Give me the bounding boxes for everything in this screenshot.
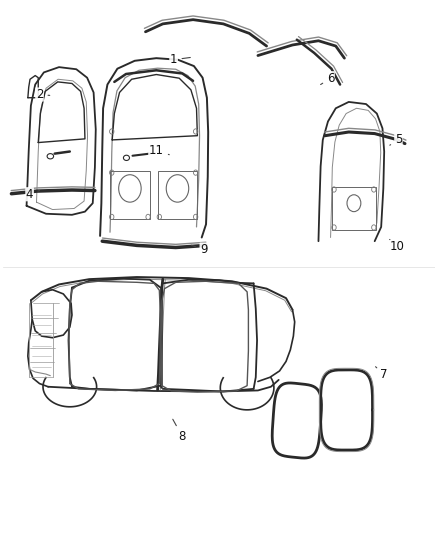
Bar [110,171,150,219]
Text: 4: 4 [26,188,39,201]
Text: 1: 1 [170,53,190,66]
Bar [332,188,375,230]
Text: 8: 8 [173,419,186,443]
Text: 7: 7 [375,367,388,381]
Bar [158,171,198,219]
Text: 6: 6 [321,72,334,85]
Text: 9: 9 [191,243,208,256]
Text: 5: 5 [390,133,402,147]
Text: 2: 2 [36,88,50,101]
Text: 11: 11 [149,144,169,157]
Text: 10: 10 [390,239,405,254]
